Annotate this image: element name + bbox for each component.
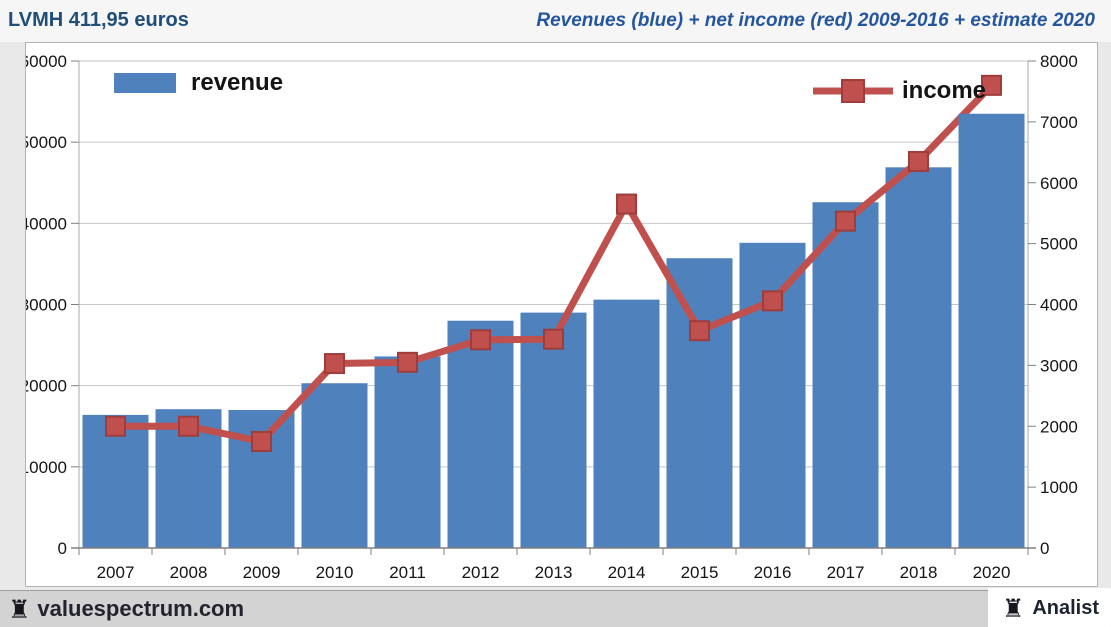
svg-text:10000: 10000 [26, 458, 67, 477]
svg-text:2015: 2015 [681, 563, 719, 582]
footer-brand: ♜ valuespectrum.com [8, 591, 244, 627]
svg-text:1000: 1000 [1040, 478, 1078, 497]
svg-text:60000: 60000 [26, 52, 67, 71]
svg-text:30000: 30000 [26, 296, 67, 315]
svg-text:2009: 2009 [243, 563, 281, 582]
svg-text:2017: 2017 [827, 563, 865, 582]
footer: ♜ valuespectrum.com ♜ Analist [0, 588, 1111, 627]
svg-text:3000: 3000 [1040, 356, 1078, 375]
legend-income: income [811, 77, 986, 105]
svg-text:0: 0 [58, 539, 67, 558]
footer-analist-badge: ♜ Analist [987, 588, 1111, 627]
svg-text:2014: 2014 [608, 563, 646, 582]
svg-text:2020: 2020 [973, 563, 1011, 582]
svg-text:2007: 2007 [97, 563, 135, 582]
svg-text:2016: 2016 [754, 563, 792, 582]
svg-text:7000: 7000 [1040, 113, 1078, 132]
svg-text:2008: 2008 [170, 563, 208, 582]
svg-text:6000: 6000 [1040, 174, 1078, 193]
svg-text:2012: 2012 [462, 563, 500, 582]
svg-text:5000: 5000 [1040, 235, 1078, 254]
header: LVMH 411,95 euros Revenues (blue) + net … [0, 0, 1111, 42]
revenue-swatch-icon [114, 73, 176, 93]
svg-text:4000: 4000 [1040, 296, 1078, 315]
svg-text:2010: 2010 [316, 563, 354, 582]
rook-icon: ♜ [1001, 593, 1025, 623]
svg-text:40000: 40000 [26, 214, 67, 233]
footer-brand-label: valuespectrum.com [37, 596, 245, 621]
svg-text:2011: 2011 [389, 563, 426, 582]
svg-text:8000: 8000 [1040, 52, 1078, 71]
chart-title: Revenues (blue) + net income (red) 2009-… [536, 10, 1095, 31]
legend-income-label: income [902, 77, 987, 104]
svg-text:0: 0 [1040, 539, 1049, 558]
income-swatch-icon [813, 79, 893, 103]
svg-text:2013: 2013 [535, 563, 573, 582]
rook-icon: ♜ [8, 594, 31, 624]
legend-revenue: revenue [114, 69, 283, 97]
svg-text:2000: 2000 [1040, 417, 1078, 436]
legend-revenue-label: revenue [191, 69, 284, 96]
svg-text:2018: 2018 [900, 563, 938, 582]
footer-analist-label: Analist [1032, 596, 1099, 619]
stock-title: LVMH 411,95 euros [8, 9, 189, 31]
svg-text:50000: 50000 [26, 133, 67, 152]
